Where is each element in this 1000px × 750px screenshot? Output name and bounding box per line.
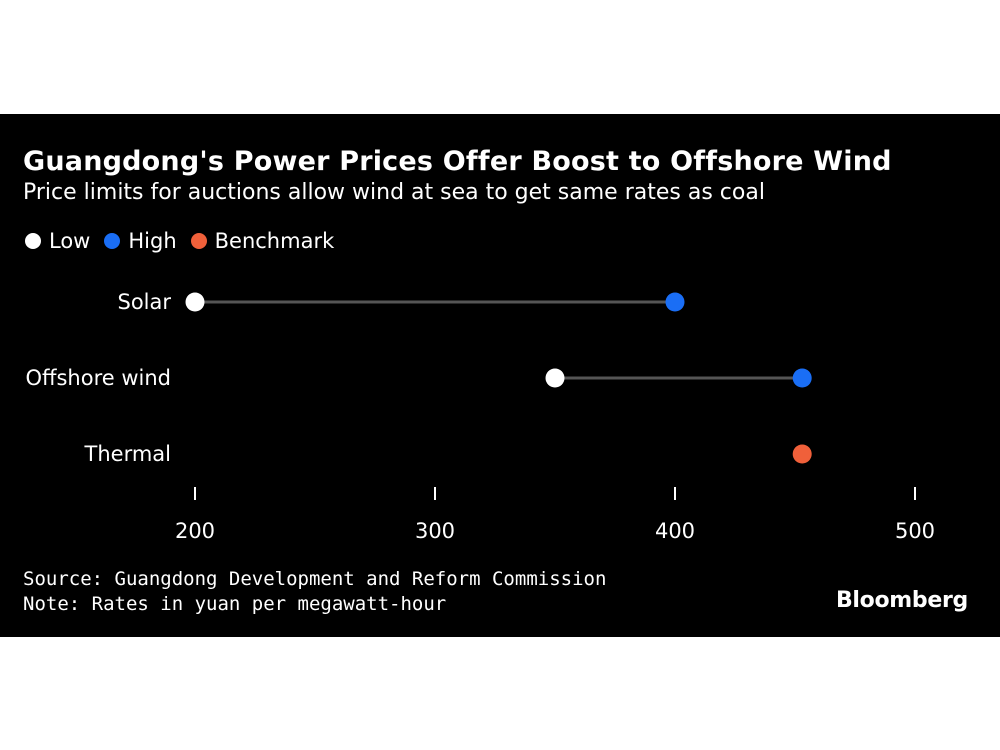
chart-panel: Guangdong's Power Prices Offer Boost to … [0,114,1000,637]
legend-item-benchmark: Benchmark [190,229,335,253]
legend-item-low: Low [25,229,90,253]
point-high-offshore-wind [792,368,812,388]
category-label-solar: Solar [117,290,171,314]
legend-label-low: Low [49,229,91,253]
chart-subtitle: Price limits for auctions allow wind at … [23,180,765,205]
chart-title: Guangdong's Power Prices Offer Boost to … [23,146,892,177]
point-high-solar [665,292,685,312]
units-note: Note: Rates in yuan per megawatt-hour [23,593,447,615]
bloomberg-logo: Bloomberg [835,588,968,613]
legend: Low High Benchmark [25,228,348,254]
point-low-solar [185,292,205,312]
category-label-offshore-wind: Offshore wind [25,366,171,390]
x-tick-label-300: 300 [415,519,455,543]
x-tick-label-400: 400 [655,519,695,543]
legend-label-benchmark: Benchmark [214,229,335,253]
dumbbell-chart: Solar Offshore wind Thermal 200 300 400 500 [25,290,935,543]
x-tick-label-500: 500 [895,519,935,543]
point-low-offshore-wind [545,368,565,388]
x-tick-label-200: 200 [175,519,215,543]
source-note: Source: Guangdong Development and Reform… [23,568,607,590]
category-label-thermal: Thermal [84,442,171,466]
legend-item-high: High [104,229,177,253]
legend-dot-benchmark [190,233,207,249]
point-benchmark-thermal [792,444,812,464]
legend-dot-low [25,233,41,249]
legend-dot-high [104,233,121,249]
legend-label-high: High [128,229,177,253]
